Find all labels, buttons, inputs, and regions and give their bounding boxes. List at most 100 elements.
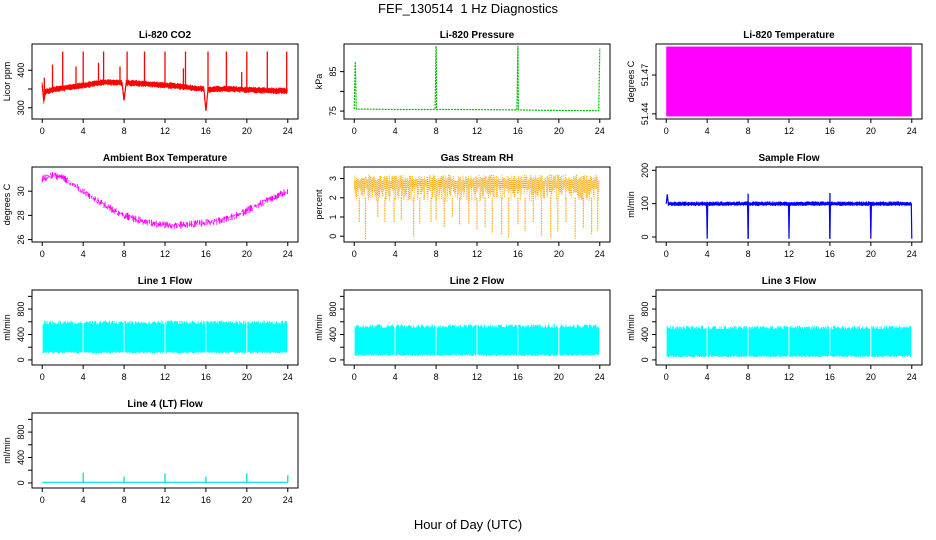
plot-area — [42, 320, 288, 354]
x-tick-label: 8 — [746, 126, 751, 136]
data-segment — [247, 320, 288, 354]
y-tick-label: 51.44 — [640, 103, 650, 126]
x-tick-label: 20 — [554, 372, 564, 382]
x-tick-label: 16 — [825, 249, 835, 259]
data-segment — [42, 320, 83, 354]
x-tick-label: 16 — [201, 495, 211, 505]
x-tick-label: 4 — [393, 372, 398, 382]
data-trace — [41, 172, 289, 229]
x-tick-label: 8 — [434, 126, 439, 136]
y-tick-label: 400 — [16, 327, 26, 342]
x-tick-label: 4 — [81, 126, 86, 136]
y-tick-label: 51.47 — [640, 64, 650, 87]
x-tick-label: 0 — [352, 249, 357, 259]
x-tick-label: 24 — [283, 249, 293, 259]
y-tick-label: 26 — [16, 235, 26, 245]
x-tick-label: 16 — [201, 249, 211, 259]
y-tick-label: 300 — [16, 100, 26, 115]
panel-3: Li-820 Temperature degrees C 0 4 8 12 16 20 24 51… — [626, 30, 923, 136]
x-tick-label: 12 — [472, 126, 482, 136]
y-tick-label: 800 — [16, 425, 26, 440]
x-tick-label: 8 — [122, 126, 127, 136]
y-tick-label: 400 — [16, 450, 26, 465]
panel-title: Li-820 Pressure — [440, 30, 515, 41]
y-tick-label: 400 — [640, 327, 650, 342]
x-tick-label: 8 — [746, 249, 751, 259]
data-segment — [748, 325, 789, 358]
x-tick-label: 16 — [513, 126, 523, 136]
x-tick-label: 20 — [554, 126, 564, 136]
data-segment — [707, 325, 748, 358]
x-tick-label: 0 — [664, 249, 669, 259]
data-line — [665, 194, 913, 239]
x-tick-label: 4 — [705, 372, 710, 382]
x-tick-label: 0 — [352, 126, 357, 136]
x-tick-label: 4 — [393, 249, 398, 259]
x-tick-label: 12 — [160, 126, 170, 136]
y-tick-label: 400 — [16, 63, 26, 78]
data-segment — [354, 324, 395, 357]
x-tick-label: 0 — [40, 126, 45, 136]
y-tick-label: 1 — [328, 214, 338, 219]
x-tick-label: 4 — [705, 126, 710, 136]
panel-6: Sample Flow ml/min 0 4 8 12 16 20 24 0 100 200 — [626, 153, 923, 259]
x-tick-label: 24 — [595, 249, 605, 259]
y-tick-label: 85 — [328, 67, 338, 77]
y-axis-label: ml/min — [626, 191, 636, 218]
x-tick-label: 16 — [825, 372, 835, 382]
y-axis-label: percent — [314, 189, 324, 220]
y-axis-label: degrees C — [2, 183, 12, 225]
data-band — [666, 46, 912, 117]
x-tick-label: 12 — [160, 249, 170, 259]
data-segment — [830, 325, 871, 358]
plot-area — [353, 45, 601, 112]
y-tick-label: 0 — [328, 357, 338, 362]
plot-area — [353, 174, 600, 240]
x-tick-label: 16 — [201, 126, 211, 136]
x-tick-label: 8 — [434, 249, 439, 259]
x-tick-label: 12 — [472, 249, 482, 259]
data-segment — [83, 320, 124, 354]
plot-area — [665, 193, 913, 239]
data-spikes — [747, 193, 831, 239]
y-tick-label: 2 — [328, 195, 338, 200]
panel-10: Line 4 (LT) Flow ml/min 0 4 8 12 16 20 24 0 400 800 — [2, 399, 299, 505]
y-axis-label: ml/min — [314, 314, 324, 341]
x-tick-label: 16 — [825, 126, 835, 136]
x-tick-label: 8 — [746, 372, 751, 382]
x-tick-label: 16 — [201, 372, 211, 382]
y-tick-label: 800 — [640, 302, 650, 317]
y-tick-label: 400 — [328, 327, 338, 342]
x-tick-label: 24 — [907, 372, 917, 382]
panel-title: Line 2 Flow — [450, 276, 505, 287]
x-tick-label: 24 — [283, 372, 293, 382]
x-tick-label: 8 — [122, 372, 127, 382]
x-tick-label: 4 — [81, 372, 86, 382]
x-tick-label: 0 — [352, 372, 357, 382]
x-tick-label: 12 — [784, 249, 794, 259]
panel-title: Li-820 Temperature — [743, 30, 835, 41]
data-segment — [789, 325, 830, 358]
data-spikes — [82, 472, 289, 483]
panel-2: Li-820 Pressure kPa 0 4 8 12 16 20 24 75 85 — [314, 30, 611, 136]
y-tick-label: 0 — [328, 234, 338, 239]
x-tick-label: 4 — [705, 249, 710, 259]
x-tick-label: 12 — [472, 372, 482, 382]
panel-title: Line 4 (LT) Flow — [127, 399, 203, 410]
x-tick-label: 24 — [595, 126, 605, 136]
panel-9: Line 3 Flow ml/min 0 4 8 12 16 20 24 0 400 800 — [626, 276, 923, 382]
x-tick-label: 24 — [907, 126, 917, 136]
data-segment — [871, 325, 912, 358]
data-segment — [395, 324, 436, 356]
data-noise — [667, 201, 912, 206]
data-noise — [41, 79, 288, 111]
x-tick-label: 8 — [434, 372, 439, 382]
data-segment — [666, 325, 707, 358]
x-tick-label: 20 — [554, 249, 564, 259]
y-tick-label: 0 — [640, 234, 650, 239]
x-tick-label: 0 — [664, 126, 669, 136]
data-segment — [518, 324, 559, 357]
data-segment — [477, 324, 518, 357]
